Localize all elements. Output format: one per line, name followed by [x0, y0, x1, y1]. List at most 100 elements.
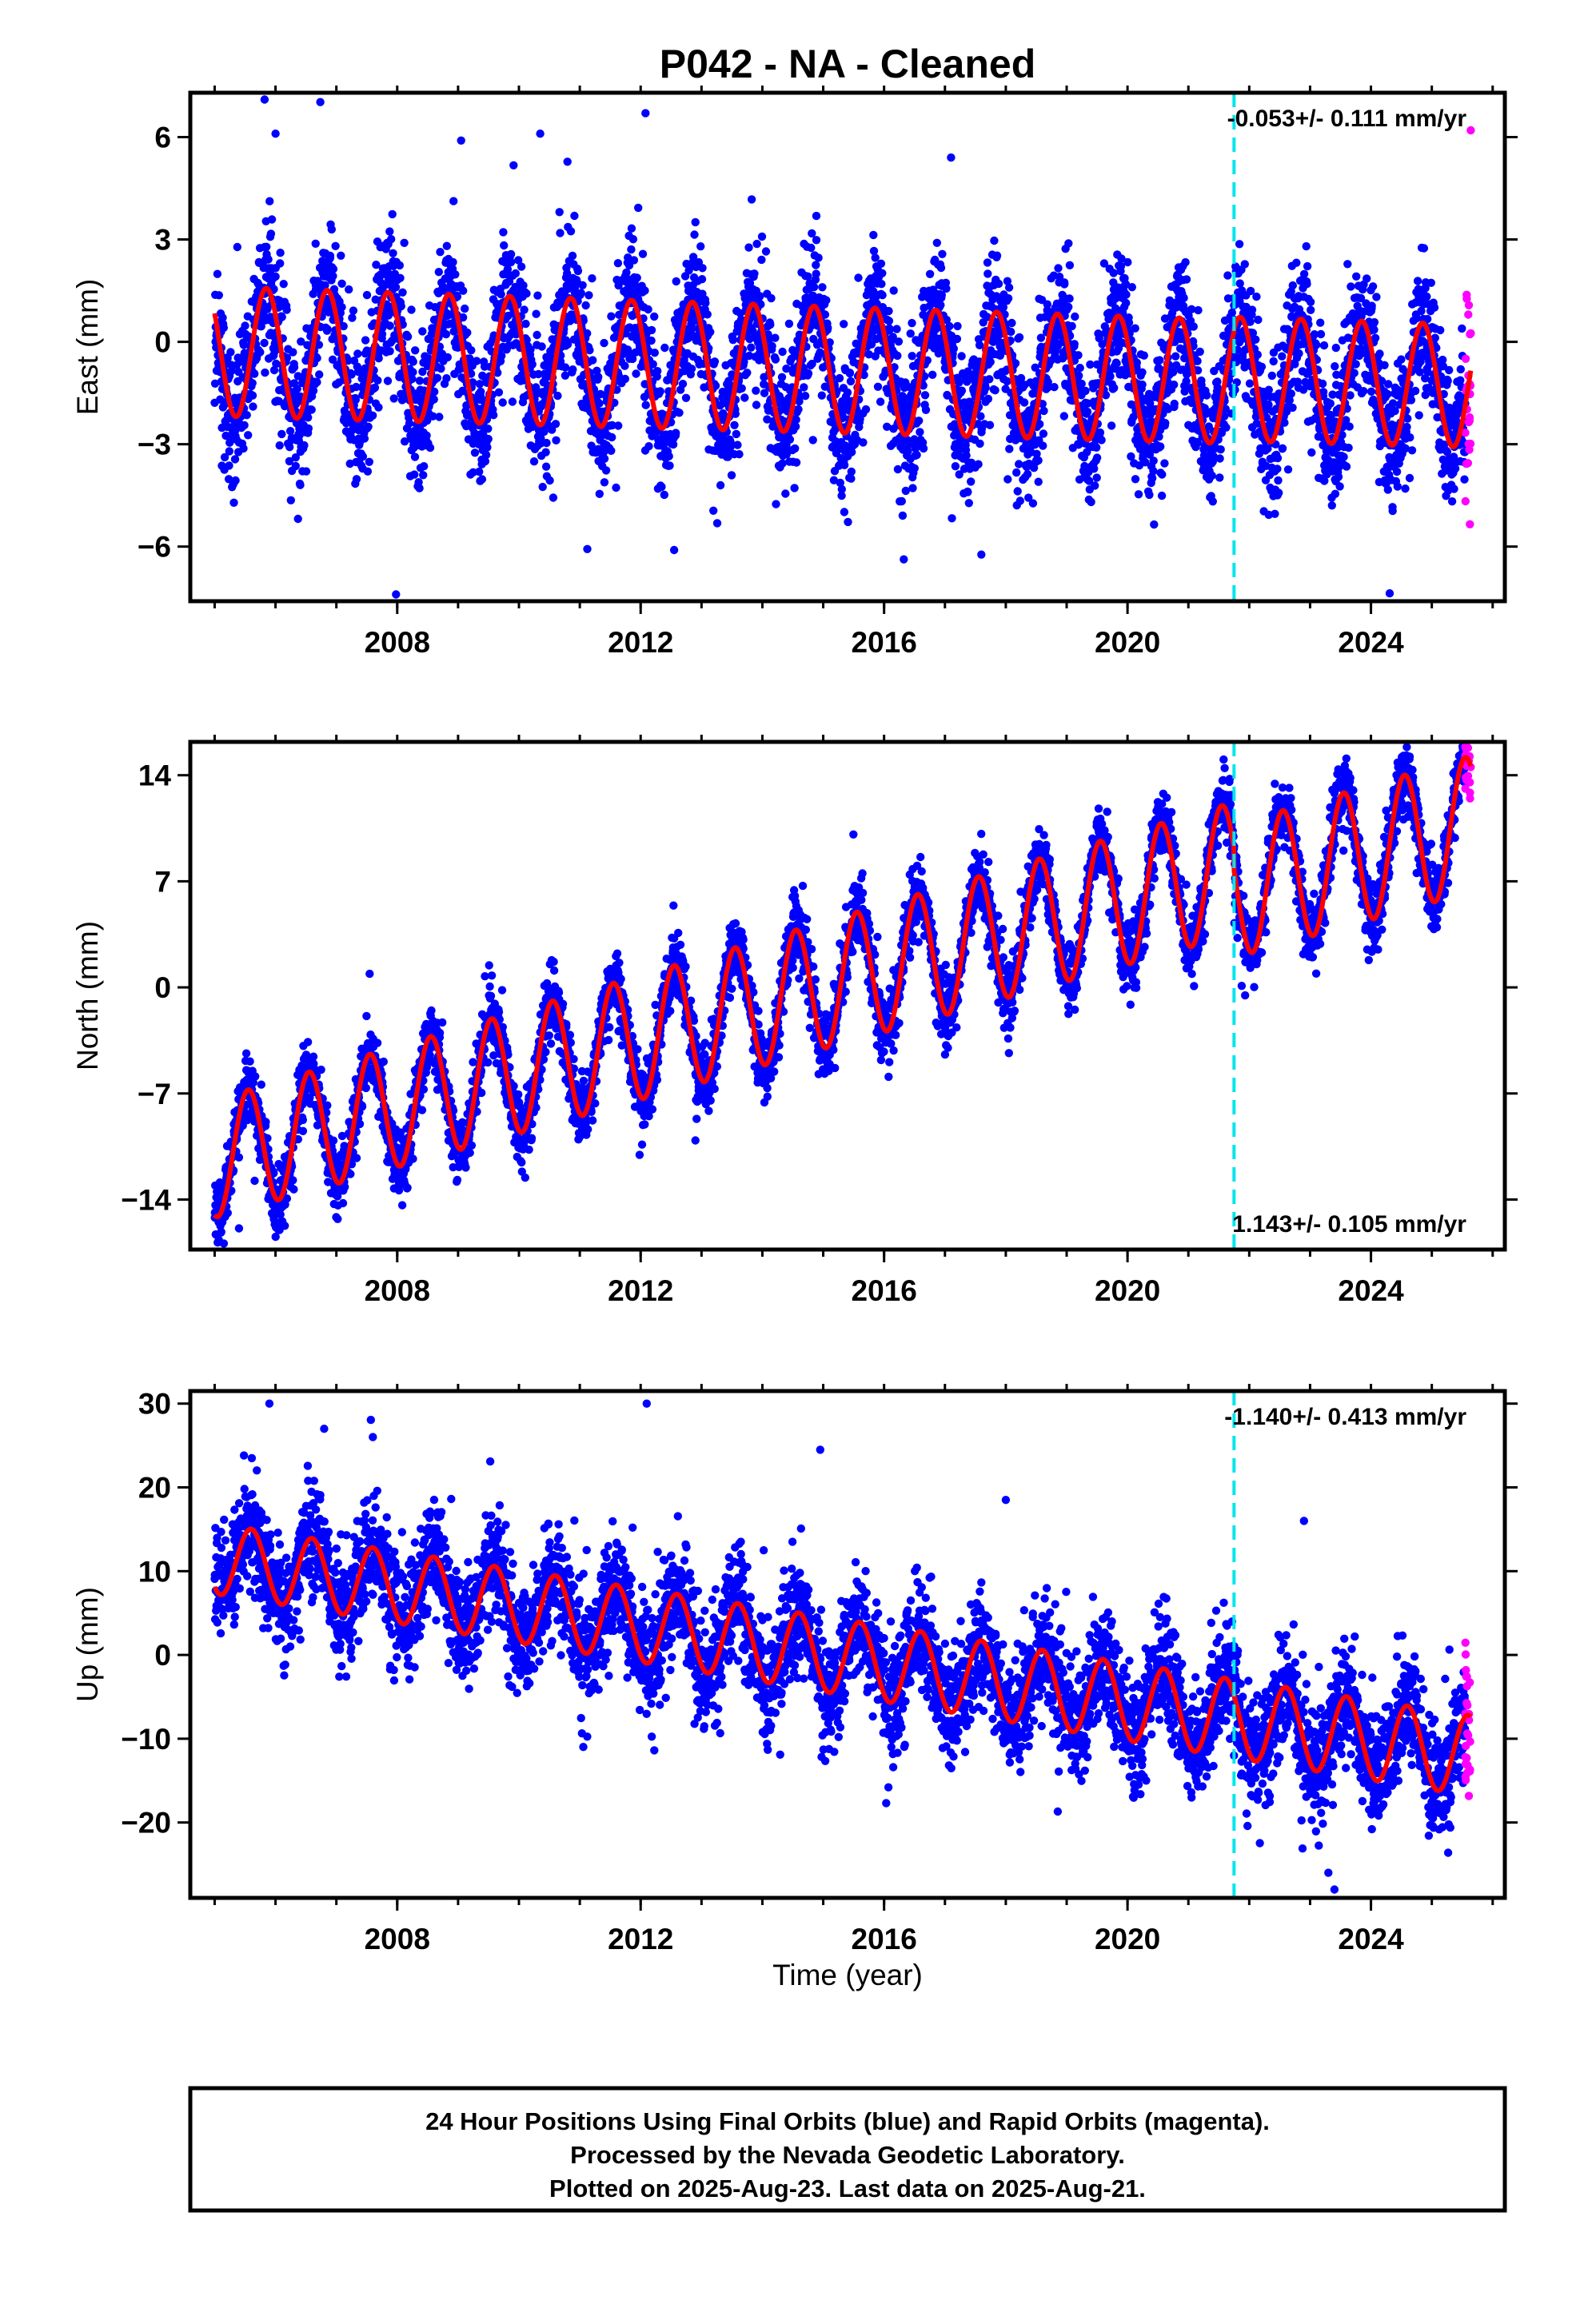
- final-orbit-point: [957, 352, 966, 361]
- final-orbit-point: [225, 447, 233, 456]
- final-orbit-point: [869, 230, 878, 240]
- final-orbit-point: [952, 334, 962, 344]
- final-orbit-point: [508, 397, 517, 406]
- final-orbit-point: [898, 511, 908, 520]
- final-orbit-point: [239, 341, 248, 349]
- final-orbit-point: [337, 279, 346, 288]
- final-orbit-point: [435, 413, 444, 421]
- final-orbit-point: [289, 363, 299, 372]
- final-orbit-point: [727, 471, 736, 480]
- final-orbit-point: [1004, 283, 1014, 292]
- final-orbit-point: [1380, 361, 1389, 369]
- final-orbit-point: [563, 340, 573, 349]
- final-orbit-point: [301, 467, 311, 476]
- final-orbit-point: [1347, 282, 1355, 291]
- final-orbit-point: [1070, 340, 1079, 349]
- final-orbit-point: [794, 405, 803, 414]
- final-orbit-point: [732, 429, 740, 439]
- final-orbit-point: [906, 329, 915, 338]
- final-orbit-point: [1318, 379, 1327, 389]
- final-orbit-point: [321, 281, 329, 289]
- final-orbit-point: [771, 355, 780, 364]
- final-orbit-point: [594, 373, 603, 381]
- final-orbit-point: [712, 519, 722, 528]
- final-orbit-point: [1278, 444, 1287, 452]
- final-orbit-point: [1194, 305, 1203, 315]
- final-orbit-point: [517, 262, 526, 271]
- final-orbit-point: [846, 377, 856, 386]
- final-orbit-point: [752, 386, 760, 395]
- final-orbit-point: [351, 395, 360, 405]
- final-orbit-point: [1156, 442, 1165, 451]
- final-orbit-point: [585, 291, 593, 300]
- final-orbit-point: [747, 195, 756, 204]
- final-orbit-point: [737, 384, 746, 393]
- final-orbit-point: [316, 98, 325, 106]
- final-orbit-point: [1275, 488, 1283, 497]
- final-orbit-point: [840, 320, 848, 329]
- final-orbit-point: [735, 450, 744, 459]
- final-orbit-point: [509, 161, 518, 169]
- final-orbit-point: [1351, 360, 1360, 369]
- final-orbit-point: [691, 217, 700, 227]
- final-orbit-point: [1367, 387, 1376, 396]
- final-orbit-point: [1264, 385, 1274, 394]
- final-orbit-point: [481, 450, 491, 460]
- final-orbit-point: [313, 353, 321, 363]
- final-orbit-point: [1203, 391, 1211, 400]
- final-orbit-point: [690, 230, 699, 239]
- final-orbit-point: [573, 266, 583, 276]
- final-orbit-point: [276, 259, 285, 268]
- final-orbit-point: [300, 440, 309, 450]
- final-orbit-point: [210, 379, 220, 388]
- final-orbit-point: [627, 224, 636, 233]
- final-orbit-point: [528, 360, 537, 369]
- final-orbit-point: [1299, 269, 1309, 278]
- final-orbit-point: [620, 374, 629, 384]
- final-orbit-point: [1410, 386, 1420, 396]
- final-orbit-point: [657, 482, 666, 492]
- final-orbit-point: [703, 310, 712, 319]
- final-orbit-point: [1331, 362, 1339, 371]
- final-orbit-point: [1350, 369, 1359, 377]
- final-orbit-point: [600, 338, 608, 348]
- final-orbit-point: [607, 446, 616, 455]
- final-orbit-point: [800, 383, 808, 392]
- final-orbit-point: [878, 269, 887, 277]
- final-orbit-point: [889, 286, 898, 295]
- final-orbit-point: [362, 290, 372, 300]
- final-orbit-point: [1383, 389, 1392, 399]
- final-orbit-point: [1139, 351, 1149, 360]
- final-orbit-point: [644, 305, 652, 314]
- final-orbit-point: [522, 336, 531, 345]
- final-orbit-point: [628, 235, 638, 244]
- final-orbit-point: [286, 496, 295, 504]
- final-orbit-point: [1247, 305, 1257, 314]
- final-orbit-point: [949, 344, 959, 353]
- final-orbit-point: [561, 371, 570, 380]
- final-orbit-point: [1388, 506, 1397, 516]
- final-orbit-point: [1003, 294, 1013, 303]
- final-orbit-point: [506, 257, 516, 267]
- final-orbit-point: [964, 499, 974, 508]
- final-orbit-point: [1005, 444, 1014, 453]
- final-orbit-point: [814, 253, 823, 262]
- final-orbit-point: [1375, 349, 1384, 358]
- final-orbit-point: [1352, 272, 1361, 281]
- final-orbit-point: [1083, 407, 1092, 417]
- final-orbit-point: [553, 391, 562, 401]
- final-orbit-point: [260, 338, 269, 348]
- final-orbit-point: [650, 312, 659, 321]
- final-orbit-point: [744, 243, 753, 252]
- final-orbit-point: [1171, 352, 1180, 361]
- final-orbit-point: [766, 320, 775, 329]
- final-orbit-point: [985, 375, 994, 384]
- final-orbit-point: [656, 387, 664, 396]
- final-orbit-point: [757, 232, 767, 241]
- final-orbit-point: [526, 345, 535, 354]
- final-orbit-point: [475, 467, 484, 476]
- final-orbit-point: [1367, 301, 1376, 310]
- final-orbit-point: [908, 484, 917, 492]
- final-orbit-point: [220, 401, 229, 409]
- final-orbit-point: [352, 475, 361, 484]
